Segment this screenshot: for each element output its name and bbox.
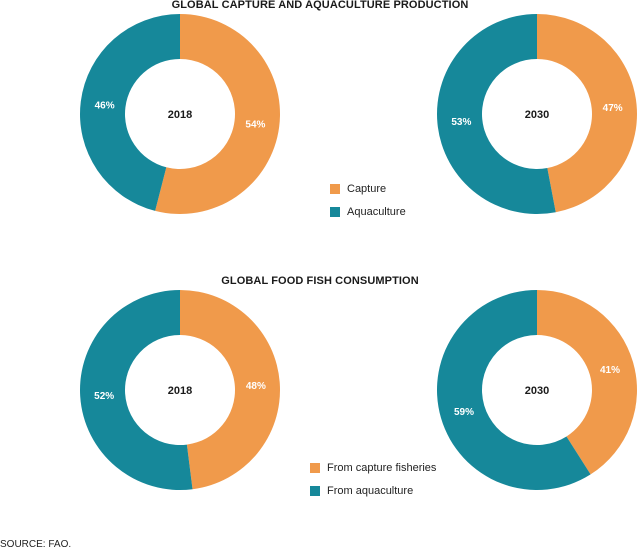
slice-label: 48% xyxy=(246,381,266,392)
slice-label: 52% xyxy=(94,391,114,402)
slice-from-capture-fisheries xyxy=(537,290,637,475)
donut-production-2018: 54% 46% 2018 xyxy=(79,14,280,214)
legend-swatch-aquaculture xyxy=(330,206,340,217)
legend-swatch-capture xyxy=(310,462,320,473)
slice-from-capture-fisheries xyxy=(180,290,281,490)
center-year-label: 2018 xyxy=(168,109,192,121)
slice-aquaculture xyxy=(79,14,180,211)
legend-label: Aquaculture xyxy=(347,205,406,218)
slice-capture xyxy=(155,14,280,214)
legend-item-from-aquaculture: From aquaculture xyxy=(310,482,436,499)
chart-title-consumption: GLOBAL FOOD FISH CONSUMPTION xyxy=(221,275,419,287)
slice-label: 41% xyxy=(600,365,620,376)
legend-item-capture-fisheries: From capture fisheries xyxy=(310,459,436,476)
legend-swatch-capture xyxy=(330,183,340,194)
slice-from-aquaculture xyxy=(436,290,591,490)
chart-title-production: GLOBAL CAPTURE AND AQUACULTURE PRODUCTIO… xyxy=(171,0,469,11)
slice-label: 47% xyxy=(603,103,623,114)
slice-capture xyxy=(537,14,637,213)
legend-item-capture: Capture xyxy=(330,180,406,197)
legend-label: From aquaculture xyxy=(327,484,414,497)
legend-production: Capture Aquaculture xyxy=(330,180,406,226)
slice-label: 54% xyxy=(245,120,265,131)
legend-label: Capture xyxy=(347,182,387,195)
legend-item-aquaculture: Aquaculture xyxy=(330,203,406,220)
center-year-label: 2030 xyxy=(525,109,549,121)
donut-production-2030: 47% 53% 2030 xyxy=(437,14,637,214)
legend-label: From capture fisheries xyxy=(327,461,437,474)
slice-label: 59% xyxy=(454,407,474,418)
slice-label: 53% xyxy=(451,117,471,128)
source-note: SOURCE: FAO. xyxy=(0,539,72,550)
legend-consumption: From capture fisheries From aquaculture xyxy=(310,459,436,505)
donut-consumption-2030: 41% 59% 2030 xyxy=(436,290,637,490)
donut-consumption-2018: 48% 52% 2018 xyxy=(80,290,281,490)
center-year-label: 2030 xyxy=(525,385,549,397)
center-year-label: 2018 xyxy=(168,385,192,397)
slice-label: 46% xyxy=(95,100,115,111)
slice-from-aquaculture xyxy=(80,290,193,490)
slice-aquaculture xyxy=(437,14,556,214)
legend-swatch-aquaculture xyxy=(310,485,320,496)
